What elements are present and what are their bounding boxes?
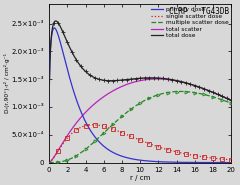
Y-axis label: Dᵣ(r,90°)·r² / cm²·g⁻¹: Dᵣ(r,90°)·r² / cm²·g⁻¹ [4,53,10,113]
single scatter dose [225,158,228,161]
multiple scatter dose [132,107,134,109]
Line: multiple scatter dose: multiple scatter dose [49,91,231,163]
primary dose [230,162,233,164]
total scatter [191,84,194,86]
Line: total scatter: total scatter [49,79,231,163]
multiple scatter dose [225,100,228,102]
single scatter dose [48,162,51,164]
total dose [48,108,51,110]
single scatter dose [57,149,60,152]
total scatter [57,149,60,151]
single scatter dose [191,154,194,156]
primary dose [132,158,134,160]
single scatter dose [225,158,228,161]
total scatter [225,97,228,99]
Text: CLRP - TG43DB: CLRP - TG43DB [169,7,230,16]
total scatter [136,80,139,82]
single scatter dose [91,124,94,126]
total dose [225,97,228,99]
total dose [54,20,57,22]
multiple scatter dose [48,162,51,164]
total dose [136,77,139,80]
multiple scatter dose [179,90,182,92]
multiple scatter dose [57,161,60,163]
total dose [225,97,228,99]
multiple scatter dose [230,102,233,104]
primary dose [57,35,60,37]
primary dose [48,108,51,110]
total dose [132,78,134,80]
single scatter dose [136,138,139,140]
single scatter dose [132,136,134,138]
primary dose [225,162,228,164]
total dose [57,22,60,25]
total dose [230,99,233,102]
multiple scatter dose [225,100,228,102]
primary dose [225,162,228,164]
multiple scatter dose [191,91,194,93]
primary dose [191,161,194,164]
Line: single scatter dose: single scatter dose [49,125,231,163]
total scatter [48,162,51,164]
total dose [191,84,194,86]
Line: total dose: total dose [49,21,231,109]
total scatter [230,99,233,102]
Line: primary dose: primary dose [49,28,231,163]
X-axis label: r / cm: r / cm [130,175,150,181]
total scatter [156,78,159,80]
primary dose [136,159,139,161]
Legend: primary dose, single scatter dose, multiple scatter dose, total scatter, total d: primary dose, single scatter dose, multi… [149,6,230,40]
multiple scatter dose [136,103,139,106]
total scatter [225,97,228,99]
primary dose [53,27,56,29]
single scatter dose [230,159,233,161]
total scatter [132,81,134,83]
